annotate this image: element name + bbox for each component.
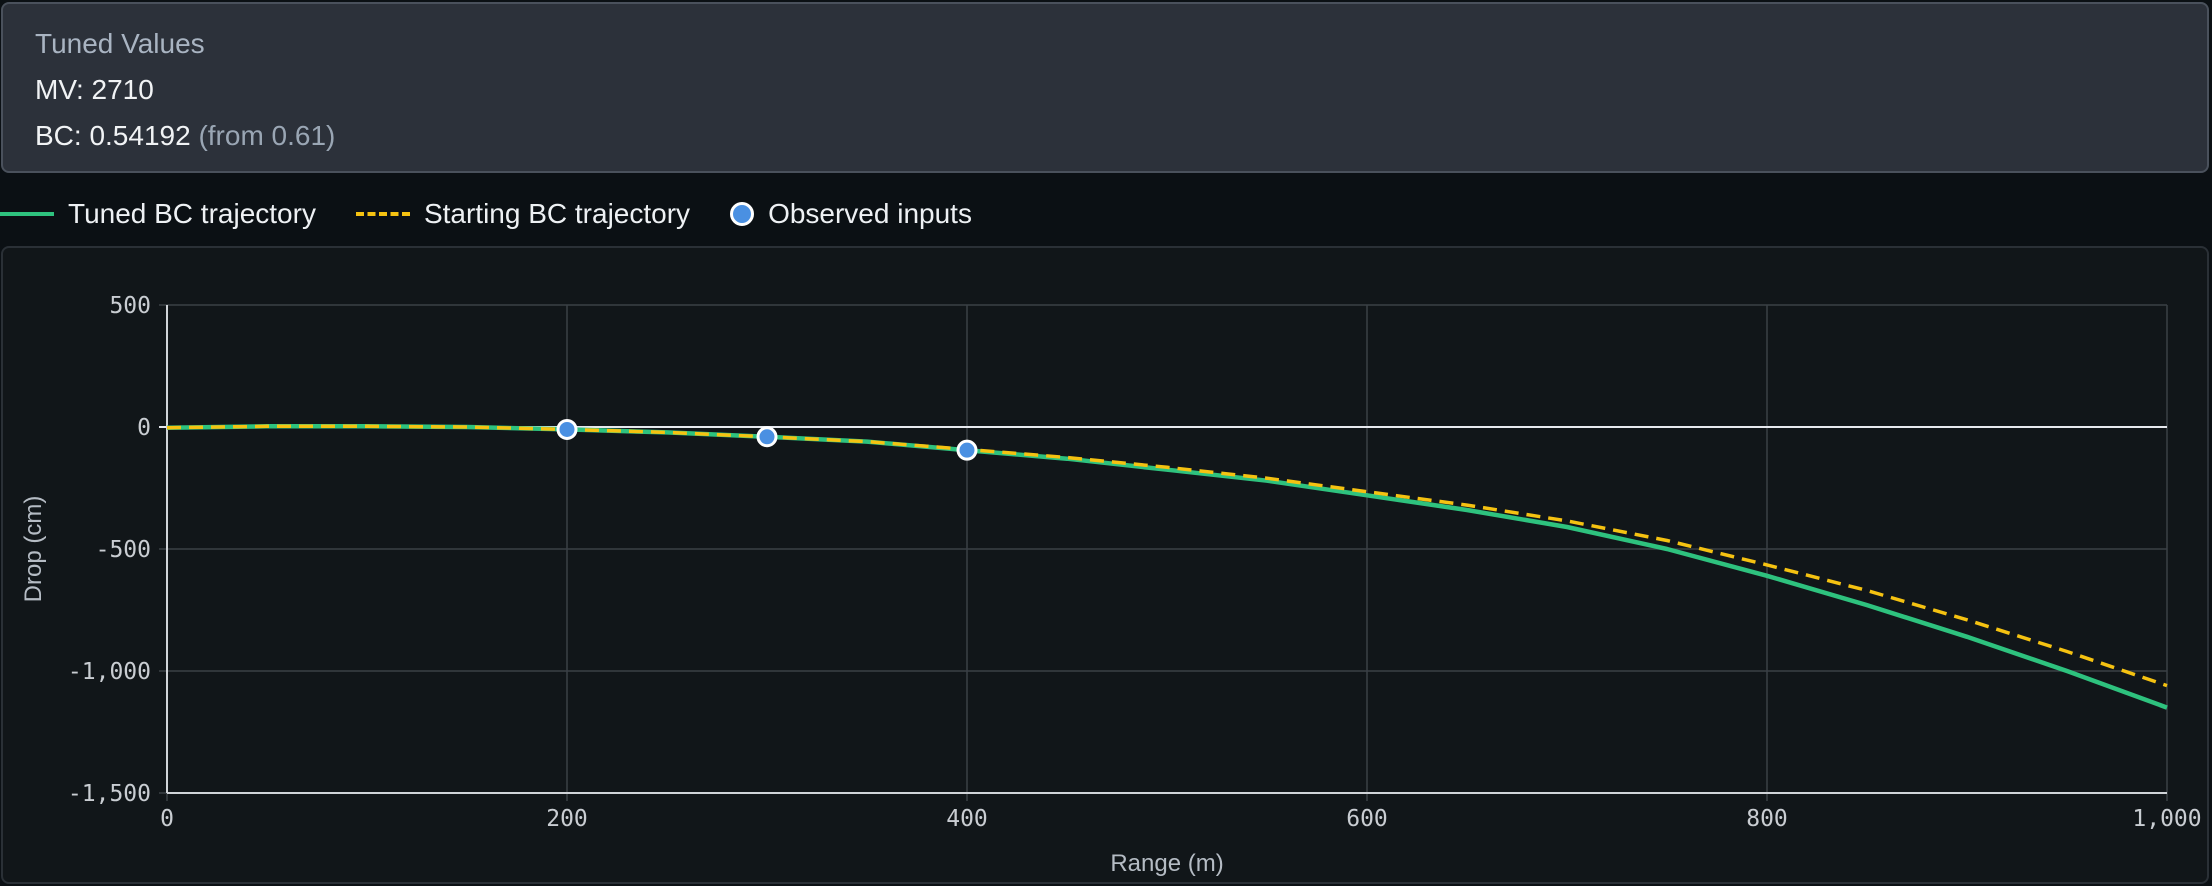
observed-point[interactable] — [956, 439, 978, 461]
y-tick-label: 0 — [137, 415, 151, 441]
bc-from: (from 0.61) — [198, 120, 336, 151]
series-line-starting — [166, 424, 2168, 688]
legend-label-tuned: Tuned BC trajectory — [68, 198, 316, 229]
x-tick-label: 200 — [546, 806, 588, 832]
legend-swatch-tuned — [0, 212, 54, 216]
x-tick-label: 600 — [1346, 806, 1388, 832]
trajectory-chart[interactable]: 0 200 400 600 800 1,000 500 0 -500 -1,000 -1,500 Ra… — [3, 248, 2211, 886]
chart-card: 0 200 400 600 800 1,000 500 0 -500 -1,000 -1,500 Ra… — [1, 246, 2209, 884]
legend-item-starting[interactable]: Starting BC trajectory — [355, 198, 691, 230]
mv-value: MV: 2710 — [35, 74, 154, 105]
chart-legend: Tuned BC trajectory Starting BC trajecto… — [0, 196, 1012, 232]
legend-item-tuned[interactable]: Tuned BC trajectory — [0, 198, 316, 230]
x-tick-label: 0 — [160, 806, 174, 832]
tuned-values-title: Tuned Values — [35, 28, 205, 59]
legend-label-observed: Observed inputs — [768, 198, 972, 229]
y-tick-label: -1,000 — [68, 659, 151, 685]
legend-swatch-starting — [355, 212, 410, 216]
y-tick-label: -1,500 — [68, 781, 151, 807]
bc-line: BC: 0.54192 (from 0.61) — [35, 122, 2207, 150]
bc-value: BC: 0.54192 — [35, 120, 191, 151]
x-tick-label: 1,000 — [2132, 806, 2201, 832]
legend-item-observed[interactable]: Observed inputs — [730, 198, 972, 230]
observed-point[interactable] — [756, 426, 778, 448]
x-tick-label: 800 — [1746, 806, 1788, 832]
x-tick-label: 400 — [946, 806, 988, 832]
y-tick-label: 500 — [109, 293, 151, 319]
y-axis-title: Drop (cm) — [20, 496, 47, 603]
legend-label-starting: Starting BC trajectory — [423, 198, 691, 229]
y-tick-label: -500 — [96, 537, 151, 563]
tuned-values-panel: Tuned Values MV: 2710 BC: 0.54192 (from … — [1, 2, 2209, 173]
legend-dot-observed — [730, 202, 755, 226]
x-axis-title: Range (m) — [1110, 850, 1223, 877]
observed-point[interactable] — [556, 418, 578, 440]
